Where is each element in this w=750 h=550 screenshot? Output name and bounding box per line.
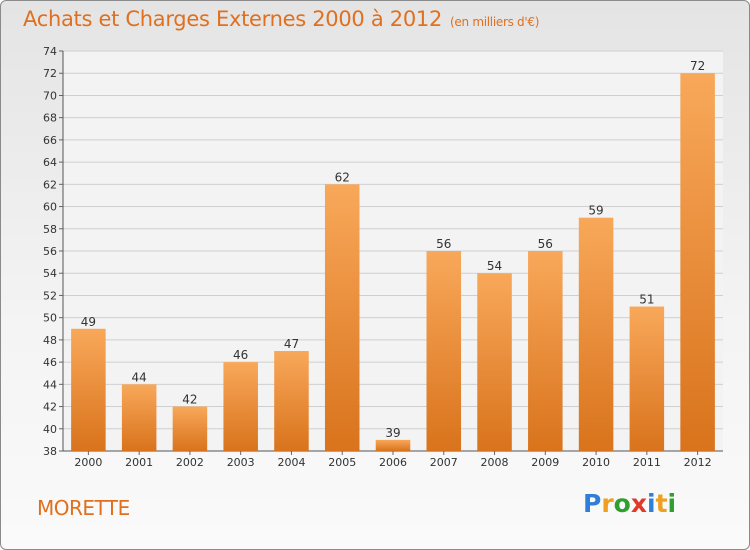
x-tick-label: 2012 [684,456,712,469]
y-tick-label: 50 [43,312,57,325]
bar [274,351,309,451]
commune-name: MORETTE [37,496,130,520]
bar-value-label: 46 [233,348,248,362]
brand-letter: t [655,489,668,518]
y-tick-label: 46 [43,356,57,369]
x-tick-label: 2003 [227,456,255,469]
brand-letter: i [647,489,656,518]
bar-value-label: 39 [385,426,400,440]
bar-value-label: 56 [436,237,451,251]
bar [578,217,614,451]
bar [121,384,157,451]
bar [71,328,106,451]
y-tick-label: 70 [43,89,57,102]
bar-value-label: 47 [284,337,299,351]
y-tick-label: 74 [43,45,57,58]
x-tick-label: 2010 [582,456,610,469]
x-tick-label: 2005 [328,456,356,469]
y-tick-label: 72 [43,67,57,80]
brand-letter: r [601,489,614,518]
y-tick-label: 66 [43,134,57,147]
bar-value-label: 54 [487,259,502,273]
chart-unit: (en milliers d'€) [450,15,540,29]
brand-logo: Proxiti [583,489,676,518]
y-tick-label: 48 [43,334,57,347]
bar-value-label: 44 [132,370,147,384]
x-tick-label: 2007 [430,456,458,469]
y-tick-label: 38 [43,445,57,458]
y-tick-label: 42 [43,401,57,414]
bar-value-label: 72 [690,59,705,73]
y-tick-label: 58 [43,223,57,236]
bar [528,251,563,451]
x-tick-label: 2008 [481,456,509,469]
bar-value-label: 51 [639,293,654,307]
y-tick-label: 44 [43,378,57,391]
bar-value-label: 56 [538,237,553,251]
bar [324,184,360,452]
bar-value-label: 62 [335,170,350,184]
bar-value-label: 42 [182,393,197,407]
bar [172,406,208,451]
y-tick-label: 56 [43,245,57,258]
y-tick-label: 40 [43,423,57,436]
bar [680,73,715,451]
y-tick-label: 60 [43,201,57,214]
bar-value-label: 59 [588,204,603,218]
x-tick-label: 2004 [277,456,305,469]
bar-value-label: 49 [81,315,96,329]
brand-letter: x [630,489,647,518]
x-tick-label: 2002 [176,456,204,469]
brand-letter: o [613,489,631,518]
y-tick-label: 52 [43,289,57,302]
x-tick-label: 2009 [531,456,559,469]
y-tick-label: 68 [43,112,57,125]
bar [629,306,665,451]
brand-letter: P [583,489,602,518]
chart-title: Achats et Charges Externes 2000 à 2012 (e… [23,7,539,31]
x-tick-label: 2000 [74,456,102,469]
x-tick-label: 2001 [125,456,153,469]
chart-title-text: Achats et Charges Externes 2000 à 2012 [23,7,443,31]
x-tick-label: 2011 [633,456,661,469]
y-tick-label: 54 [43,267,57,280]
bar [375,439,411,451]
x-tick-label: 2006 [379,456,407,469]
bar [223,362,258,451]
bar [426,251,462,451]
y-tick-label: 62 [43,178,57,191]
y-tick-label: 64 [43,156,57,169]
bar [477,273,512,451]
brand-letter: i [667,489,677,518]
